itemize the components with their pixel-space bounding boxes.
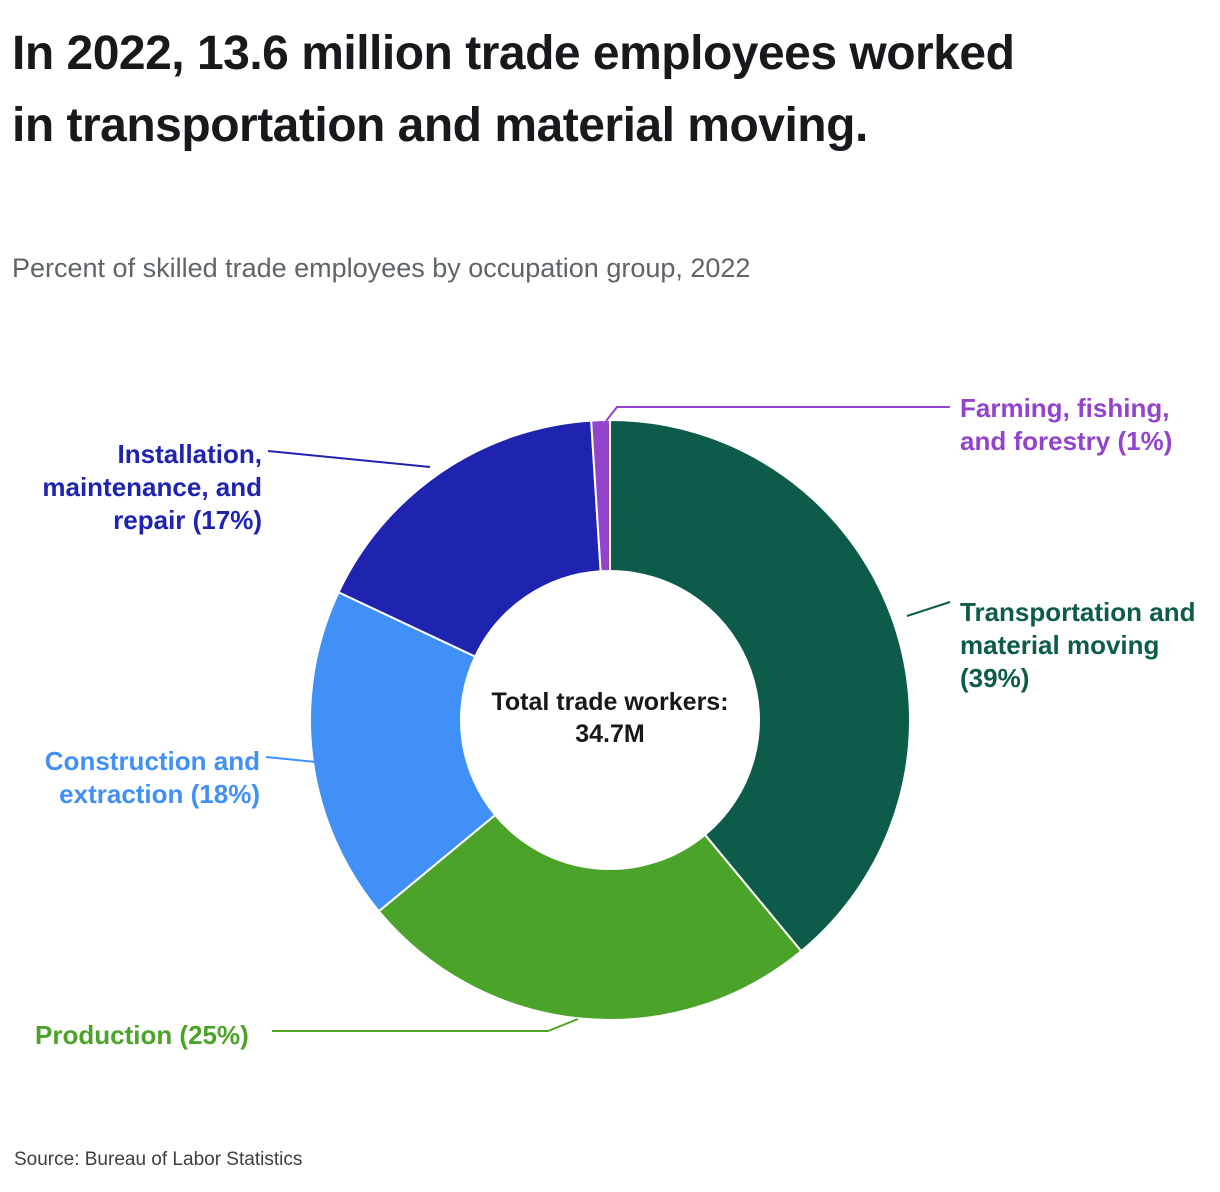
label-installation-line1: Installation, bbox=[117, 439, 262, 469]
leader-line-production bbox=[272, 1018, 579, 1032]
label-farming-line1: Farming, fishing, bbox=[960, 393, 1170, 423]
label-transportation-line1: Transportation and bbox=[960, 597, 1196, 627]
donut-segment-4 bbox=[337, 419, 602, 658]
donut-segment-2 bbox=[377, 813, 803, 1021]
donut-segment-3 bbox=[309, 590, 497, 913]
label-installation-line3: repair (17%) bbox=[113, 505, 262, 535]
center-label-line1: Total trade workers: bbox=[491, 688, 729, 716]
label-production-line1: Production (25%) bbox=[35, 1020, 249, 1050]
donut-segment-1 bbox=[609, 418, 911, 953]
source-note: Source: Bureau of Labor Statistics bbox=[14, 1149, 303, 1170]
label-farming: Farming, fishing, and forestry (1%) bbox=[960, 392, 1172, 458]
label-construction: Construction and extraction (18%) bbox=[45, 745, 260, 811]
label-transportation-line2: material moving bbox=[960, 630, 1160, 660]
label-production: Production (25%) bbox=[35, 1019, 249, 1052]
leader-line-construction bbox=[265, 756, 317, 763]
donut-center-label: Total trade workers: 34.7M bbox=[460, 686, 760, 750]
leader-line-transportation bbox=[906, 601, 951, 617]
label-installation: Installation, maintenance, and repair (1… bbox=[42, 438, 262, 537]
leader-line-installation bbox=[267, 450, 431, 468]
label-construction-line1: Construction and bbox=[44, 746, 260, 776]
leader-line-farming bbox=[605, 406, 950, 422]
donut-segments bbox=[309, 418, 911, 1021]
chart-subtitle: Percent of skilled trade employees by oc… bbox=[12, 253, 751, 283]
page-title: In 2022, 13.6 million trade employees wo… bbox=[12, 27, 1015, 152]
label-installation-line2: maintenance, and bbox=[42, 472, 262, 502]
label-transportation-line3: (39%) bbox=[960, 663, 1030, 693]
label-farming-line2: and forestry (1%) bbox=[960, 426, 1173, 456]
label-transportation: Transportation and material moving (39%) bbox=[960, 596, 1195, 695]
label-construction-line2: extraction (18%) bbox=[59, 779, 260, 809]
donut-segment-5 bbox=[590, 418, 611, 573]
center-label-line2: 34.7M bbox=[575, 720, 645, 748]
